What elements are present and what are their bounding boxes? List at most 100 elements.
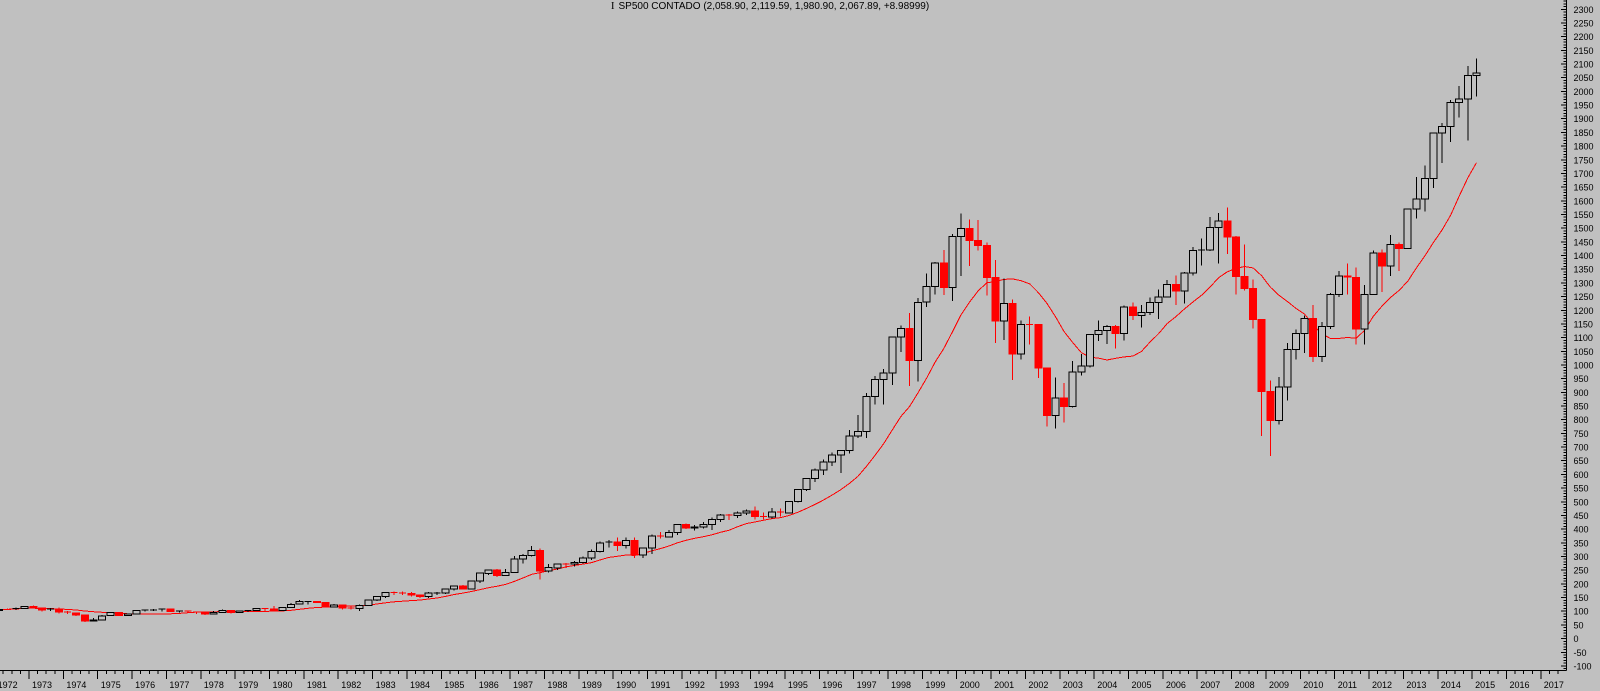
candle (115, 612, 124, 617)
candle-body (871, 378, 880, 397)
candle-body (596, 542, 605, 553)
candle-body (853, 430, 862, 437)
x-axis-label: 1988 (547, 680, 567, 690)
candle (536, 548, 545, 580)
candle (510, 556, 519, 573)
y-axis-label: 2200 (1574, 32, 1594, 42)
candle (312, 600, 321, 604)
candle-body (665, 532, 673, 538)
x-axis-label: 2014 (1441, 680, 1461, 690)
x-axis-label: 2007 (1200, 680, 1220, 690)
candle-body (1094, 329, 1103, 335)
candle-body (862, 395, 871, 432)
candle (55, 607, 64, 614)
candle (587, 549, 596, 560)
y-axis-label: 950 (1574, 374, 1589, 384)
candle (965, 219, 974, 267)
candle (579, 556, 588, 564)
y-axis-label: 0 (1574, 634, 1579, 644)
candle (175, 610, 183, 613)
candle-body (1429, 132, 1438, 179)
y-axis-label: -100 (1574, 661, 1592, 671)
candle-body (733, 512, 742, 516)
candle-body (1188, 250, 1197, 274)
candle (630, 537, 639, 558)
x-axis-label: 1977 (169, 680, 189, 690)
candle-body (493, 569, 502, 576)
candle-body (424, 592, 433, 598)
candle-body (1274, 386, 1283, 421)
candle-body (1051, 397, 1060, 417)
candle (948, 234, 957, 301)
candle-body (1369, 252, 1378, 295)
candle-body (510, 558, 519, 573)
candle-body (1412, 198, 1421, 210)
candle (1377, 249, 1386, 292)
candle (673, 524, 682, 536)
candle-body (1283, 348, 1292, 388)
candle-body (338, 604, 347, 609)
candle (20, 605, 29, 609)
candle (544, 564, 553, 573)
candle-body (1146, 301, 1154, 314)
candle (1257, 319, 1266, 436)
candle (433, 592, 441, 595)
candle-body (974, 240, 983, 247)
candle-body (1206, 226, 1215, 251)
candle (347, 605, 355, 610)
candle-body (690, 526, 699, 529)
candle-body (209, 611, 218, 615)
candle (1120, 305, 1129, 341)
candle (613, 537, 622, 552)
candle (785, 501, 794, 514)
candle-body (785, 501, 794, 514)
candle (1403, 208, 1412, 249)
candle (1060, 382, 1069, 423)
candle-body (1360, 294, 1369, 330)
candle (252, 608, 261, 612)
candle (407, 592, 416, 597)
candle (1000, 278, 1008, 340)
x-axis-label: 1990 (616, 680, 636, 690)
candle-body (372, 596, 381, 601)
x-axis-label: 1996 (822, 680, 842, 690)
candle (562, 563, 570, 568)
candle (1085, 333, 1094, 368)
candle (1094, 320, 1103, 342)
candle-body (639, 547, 648, 556)
y-axis: 2300225022002150210020502000195019001850… (1561, 0, 1594, 671)
candle-body (80, 614, 89, 622)
candle (424, 592, 433, 599)
candle-body (1085, 333, 1094, 367)
candle (381, 591, 390, 599)
candle (1206, 217, 1215, 252)
candle-body (1292, 333, 1300, 350)
candle-body (1403, 208, 1412, 249)
candle (1317, 322, 1326, 362)
y-axis-label: 850 (1574, 402, 1589, 412)
candle (493, 569, 502, 577)
candle (98, 615, 106, 621)
candle (1300, 315, 1309, 353)
y-axis-label: 1900 (1574, 114, 1594, 124)
candle-body (948, 236, 957, 289)
candle-body (768, 511, 776, 518)
candle (209, 611, 218, 615)
x-axis-label: 2016 (1510, 680, 1530, 690)
x-axis-label: 1989 (582, 680, 602, 690)
candle-body (235, 610, 244, 613)
x-axis-label: 1973 (32, 680, 52, 690)
candle-body (802, 478, 811, 491)
candle (235, 610, 244, 613)
candle (518, 554, 527, 564)
candle (476, 572, 484, 583)
candle (47, 608, 54, 612)
x-axis-label: 2005 (1132, 680, 1152, 690)
candle-body (312, 600, 321, 604)
candle (287, 602, 295, 608)
candle (89, 618, 98, 622)
candle (982, 242, 991, 296)
x-axis-label: 2012 (1372, 680, 1392, 690)
candle (777, 508, 785, 517)
